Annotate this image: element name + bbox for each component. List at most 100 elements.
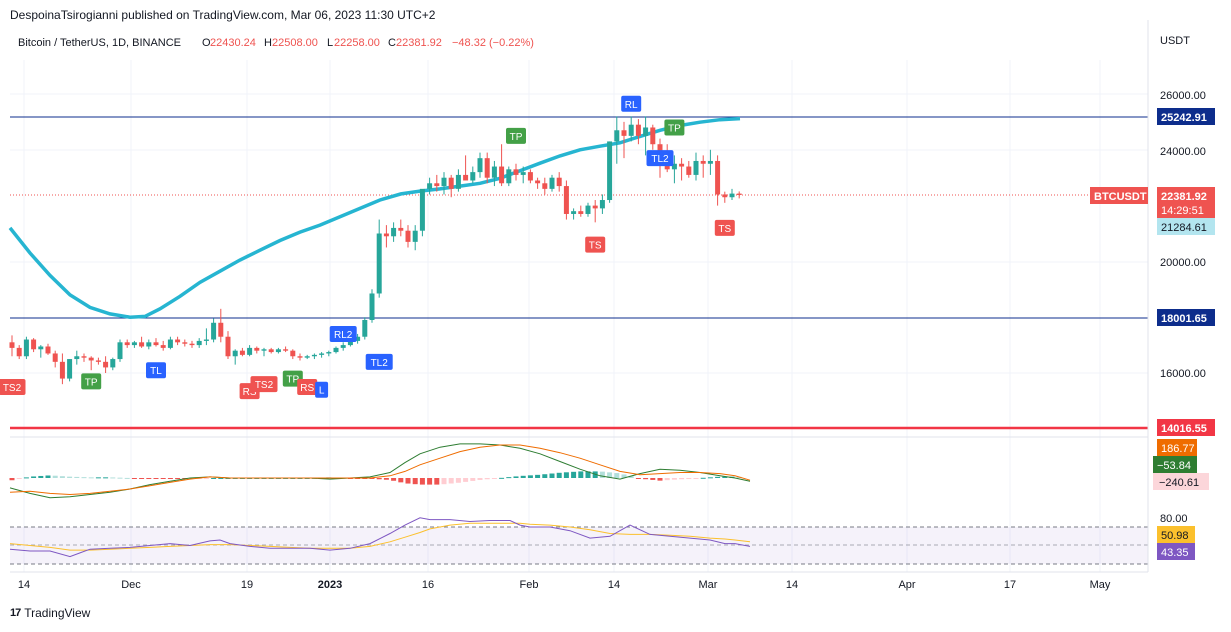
open-label: O: [202, 37, 211, 49]
macd-histogram-bar: [131, 478, 137, 479]
support-price-tag: [1157, 309, 1215, 326]
high-value: 22508.00: [272, 37, 318, 49]
signal-badge: [297, 378, 318, 395]
signal-label: TP: [85, 377, 98, 388]
candle-body: [59, 361, 65, 379]
candle-body: [398, 227, 404, 231]
macd-pane: [9, 436, 1148, 499]
candle-body: [592, 205, 598, 209]
macd-histogram-bar: [81, 477, 87, 479]
symbol-tag: [1090, 187, 1148, 204]
candle-body: [203, 339, 209, 341]
candlestick-series: [9, 116, 742, 385]
candle-body: [9, 342, 15, 348]
macd-histogram-bar: [542, 474, 548, 478]
macd-histogram-bar: [621, 474, 627, 478]
macd-histogram-bar: [506, 477, 512, 479]
candle-body: [355, 336, 361, 341]
candle-body: [45, 346, 51, 354]
candle-body: [729, 193, 735, 198]
macd-histogram-bar: [74, 476, 80, 478]
macd-histogram-bar: [527, 475, 533, 478]
macd-histogram-bar: [628, 476, 634, 478]
macd-histogram-bar: [635, 478, 641, 479]
macd-line-label: −53.84: [1157, 460, 1191, 472]
macd-histogram-bar: [470, 478, 476, 481]
time-tick: 14: [786, 579, 798, 591]
macd-histogram-bar: [175, 478, 181, 479]
candle-body: [448, 177, 454, 189]
macd-histogram-bar: [563, 472, 569, 478]
candle-body: [52, 353, 58, 362]
candle-body: [419, 188, 425, 231]
macd-histogram-bar: [715, 476, 721, 478]
macd-histogram-bar: [160, 478, 166, 479]
macd-histogram-bar: [405, 478, 411, 484]
tradingview-logo-icon: 17: [10, 607, 21, 619]
candle-body: [175, 339, 181, 343]
symbol-info: Bitcoin / TetherUS, 1D, BINANCE O 22430.…: [18, 37, 534, 49]
candle-body: [88, 357, 94, 361]
macd-histogram-bar: [218, 478, 224, 479]
macd-hist-tag: [1153, 473, 1209, 490]
candle-body: [160, 345, 166, 348]
macd-histogram-bar: [38, 475, 44, 478]
candle-body: [239, 350, 245, 355]
signal-label: RL: [625, 100, 638, 111]
ma-price-tag: [1157, 218, 1215, 235]
signal-badge: [506, 127, 526, 144]
signal-badge: [315, 381, 329, 398]
macd-histogram-bar: [607, 472, 613, 478]
macd-histogram-bar: [549, 473, 555, 478]
macd-histogram-bar: [88, 477, 94, 479]
macd-histogram-bar: [700, 477, 706, 479]
macd-histogram-bar: [571, 471, 577, 478]
candle-body: [599, 200, 605, 209]
tradingview-logo[interactable]: 17 TradingView: [10, 606, 90, 620]
macd-histogram-bar: [686, 478, 692, 479]
open-value: 22430.24: [210, 37, 256, 49]
macd-histogram-bar: [477, 478, 483, 480]
candle-body: [556, 177, 562, 187]
candle-body: [275, 349, 281, 353]
rsi-ma-label: 50.98: [1161, 530, 1189, 542]
candle-body: [347, 340, 353, 346]
price-tick: 20000.00: [1160, 257, 1206, 269]
macd-histogram-bar: [513, 476, 519, 478]
candle-body: [643, 127, 649, 136]
signal-label: TS: [589, 241, 602, 252]
macd-histogram-bar: [225, 478, 231, 479]
signal-label: TS: [718, 224, 731, 235]
symbol-name: Bitcoin / TetherUS, 1D, BINANCE: [18, 37, 181, 49]
candle-body: [513, 169, 519, 175]
time-tick: Mar: [699, 579, 718, 591]
candle-body: [722, 194, 728, 198]
resistance-price-tag: [1157, 108, 1215, 125]
candle-body: [211, 322, 217, 340]
candle-body: [297, 356, 303, 358]
macd-histogram-bar: [211, 478, 217, 479]
last-price-label: 22381.92: [1161, 191, 1207, 203]
candle-body: [463, 174, 469, 181]
candle-body: [311, 354, 317, 357]
candle-body: [628, 124, 634, 136]
candle-body: [369, 293, 375, 320]
macd-histogram-bar: [664, 478, 670, 481]
signal-label: TP: [510, 132, 523, 143]
macd-signal-line: [9, 444, 751, 496]
candle-body: [535, 180, 541, 184]
time-tick: 19: [241, 579, 253, 591]
price-axis[interactable]: USDT 26000.00 24000.00 20000.00 16000.00…: [1090, 20, 1215, 572]
candle-body: [131, 342, 137, 346]
signal-badge: [81, 373, 102, 390]
time-axis[interactable]: 14 Dec 19 2023 16 Feb 14 Mar 14 Apr 17 May: [10, 571, 1148, 591]
signal-badge: [585, 236, 606, 253]
candle-body: [441, 177, 447, 187]
candle-body: [434, 183, 440, 187]
candle-body: [340, 345, 346, 348]
candle-body: [16, 347, 22, 357]
symbol-tag-label: BTCUSDT: [1094, 191, 1147, 203]
close-label: C: [388, 37, 396, 49]
